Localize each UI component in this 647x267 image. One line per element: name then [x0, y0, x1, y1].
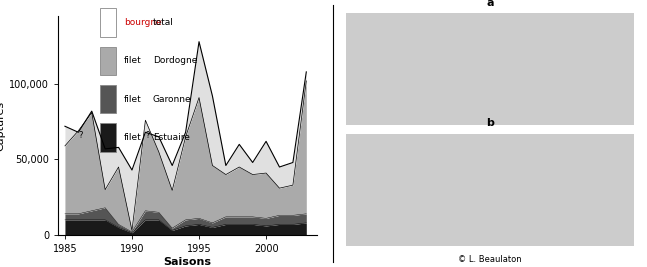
FancyBboxPatch shape — [100, 85, 116, 113]
Text: Dordogne: Dordogne — [153, 56, 197, 65]
Text: ?: ? — [79, 131, 83, 140]
Text: © L. Beaulaton: © L. Beaulaton — [458, 255, 522, 264]
Text: ?: ? — [146, 131, 150, 140]
Text: Estuaire: Estuaire — [153, 133, 190, 142]
Text: Garonne: Garonne — [153, 95, 192, 104]
FancyBboxPatch shape — [100, 47, 116, 75]
Text: filet: filet — [124, 56, 142, 65]
Text: bourgne: bourgne — [124, 18, 162, 27]
Text: b: b — [486, 118, 494, 128]
FancyBboxPatch shape — [100, 123, 116, 152]
X-axis label: Saisons: Saisons — [164, 257, 212, 267]
Text: total: total — [153, 18, 173, 27]
Text: filet: filet — [124, 95, 142, 104]
Y-axis label: Captures: Captures — [0, 100, 5, 151]
Text: a: a — [487, 0, 494, 8]
Text: filet: filet — [124, 133, 142, 142]
FancyBboxPatch shape — [100, 8, 116, 37]
